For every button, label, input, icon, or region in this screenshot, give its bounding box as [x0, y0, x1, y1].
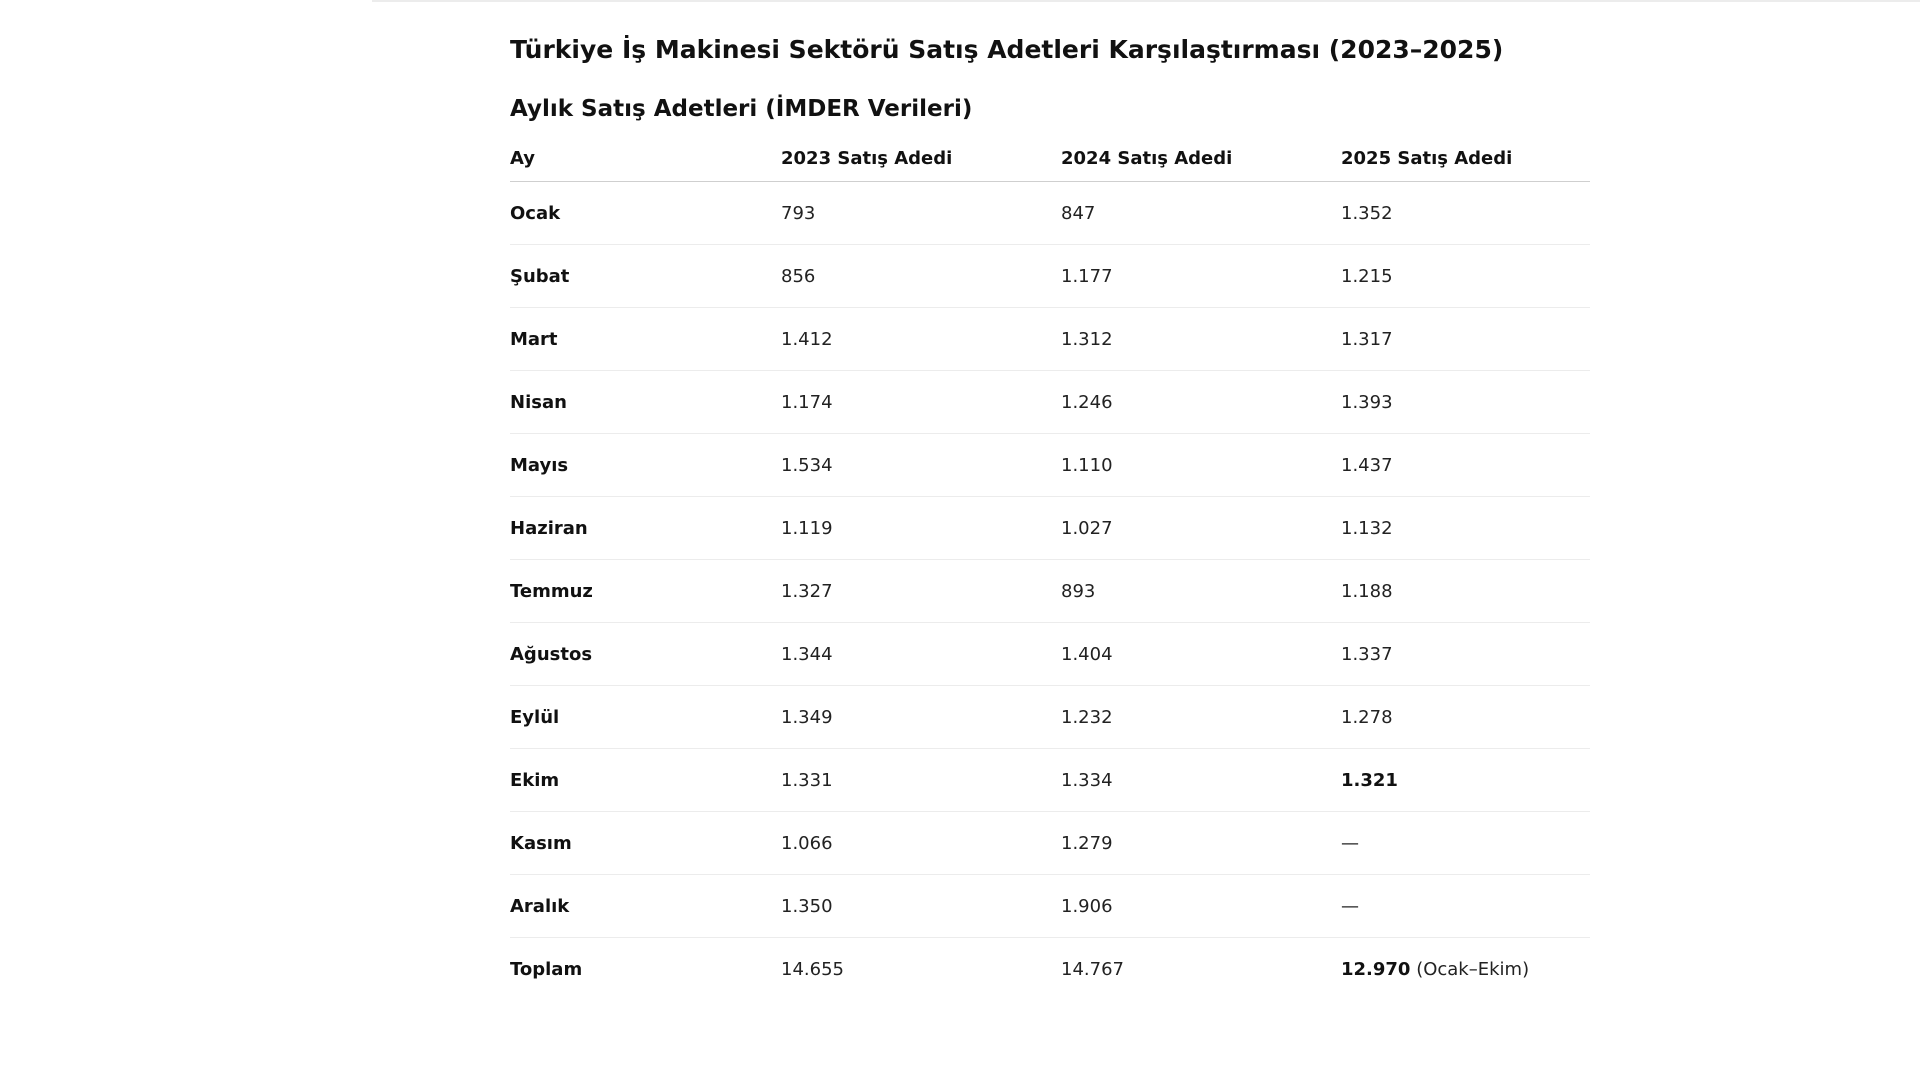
- cell-2025-value: 1.393: [1341, 391, 1393, 413]
- table-body: Ocak 793 847 1.352 Şubat 856 1.177 1.215 Mart 1.4…: [510, 181, 1590, 1001]
- cell-2025-value: 1.278: [1341, 706, 1393, 728]
- table-row: Mayıs 1.534 1.110 1.437: [510, 433, 1590, 497]
- cell-2023: 1.412: [781, 307, 1061, 371]
- cell-2025: 1.188: [1341, 559, 1590, 623]
- cell-2025: 1.337: [1341, 622, 1590, 686]
- cell-2024: 1.334: [1061, 748, 1341, 812]
- header-2024: 2024 Satış Adedi: [1061, 135, 1341, 182]
- cell-month: Mart: [510, 307, 781, 371]
- cell-2023: 14.655: [781, 958, 844, 980]
- cell-2023: 1.066: [781, 811, 1061, 875]
- cell-month: Aralık: [510, 874, 781, 938]
- cell-2023: 1.174: [781, 370, 1061, 434]
- cell-2024: 1.177: [1061, 244, 1341, 308]
- document-title: Türkiye İş Makinesi Sektörü Satış Adetle…: [510, 35, 1504, 64]
- cell-2025-value: 1.188: [1341, 580, 1393, 602]
- cell-2024: 1.027: [1061, 496, 1341, 560]
- cell-month: Ağustos: [510, 622, 781, 686]
- cell-2025: 1.215: [1341, 244, 1590, 308]
- cell-2023: 1.327: [781, 559, 1061, 623]
- cell-2023: 793: [781, 181, 1061, 245]
- sales-table: Ay 2023 Satış Adedi 2024 Satış Adedi 202…: [510, 135, 1590, 1000]
- cell-2024: 893: [1061, 559, 1341, 623]
- header-2025: 2025 Satış Adedi: [1341, 135, 1590, 182]
- section-title: Aylık Satış Adetleri (İMDER Verileri): [510, 96, 973, 122]
- cell-2025: 12.970 (Ocak–Ekim): [1341, 938, 1590, 1001]
- cell-2024: 1.246: [1061, 370, 1341, 434]
- cell-month: Ekim: [510, 748, 781, 812]
- cell-2023: 1.350: [781, 874, 1061, 938]
- table-row: Temmuz 1.327 893 1.188: [510, 559, 1590, 623]
- header-month: Ay: [510, 135, 781, 182]
- table-row: Eylül 1.349 1.232 1.278: [510, 685, 1590, 749]
- table-row: Ekim 1.331 1.334 1.321: [510, 748, 1590, 812]
- table-row: Mart 1.412 1.312 1.317: [510, 307, 1590, 371]
- cell-2024: 1.906: [1061, 874, 1341, 938]
- cell-2023: 1.534: [781, 433, 1061, 497]
- cell-month: Haziran: [510, 496, 781, 560]
- cell-month: Ocak: [510, 181, 781, 245]
- table-row: Nisan 1.174 1.246 1.393: [510, 370, 1590, 434]
- cell-2025: 1.132: [1341, 496, 1590, 560]
- cell-2025-value: 1.215: [1341, 265, 1393, 287]
- table-row: Toplam 14.655 14.767 12.970 (Ocak–Ekim): [510, 938, 1590, 1001]
- cell-month: Toplam: [510, 958, 583, 980]
- cell-month: Temmuz: [510, 559, 781, 623]
- cell-2023: 1.119: [781, 496, 1061, 560]
- cell-2024: 1.404: [1061, 622, 1341, 686]
- cell-2025: 1.393: [1341, 370, 1590, 434]
- cell-month: Kasım: [510, 811, 781, 875]
- header-2023: 2023 Satış Adedi: [781, 135, 1061, 182]
- cell-2025-note: (Ocak–Ekim): [1410, 958, 1530, 980]
- cell-2025-value: 1.337: [1341, 643, 1393, 665]
- cell-2025-value: 1.321: [1341, 769, 1398, 791]
- table-header-row: Ay 2023 Satış Adedi 2024 Satış Adedi 202…: [510, 135, 1590, 182]
- cell-2025-value: 12.970: [1341, 958, 1411, 980]
- cell-2023: 1.331: [781, 748, 1061, 812]
- cell-month: Mayıs: [510, 433, 781, 497]
- table-row: Ağustos 1.344 1.404 1.337: [510, 622, 1590, 686]
- cell-2023: 856: [781, 244, 1061, 308]
- cell-2025: 1.352: [1341, 181, 1590, 245]
- cell-2025: 1.317: [1341, 307, 1590, 371]
- cell-2025: 1.437: [1341, 433, 1590, 497]
- cell-2024: 1.232: [1061, 685, 1341, 749]
- document-content: Türkiye İş Makinesi Sektörü Satış Adetle…: [510, 30, 1590, 1000]
- cell-2025-value: 1.352: [1341, 202, 1393, 224]
- cell-2025-value: 1.132: [1341, 517, 1393, 539]
- table-row: Kasım 1.066 1.279—: [510, 811, 1590, 875]
- cell-2024: 1.312: [1061, 307, 1341, 371]
- cell-2025-value: 1.317: [1341, 328, 1393, 350]
- cell-2024: 14.767: [1061, 958, 1124, 980]
- table-row: Şubat 856 1.177 1.215: [510, 244, 1590, 308]
- cell-month: Nisan: [510, 370, 781, 434]
- cell-2025-value: —: [1341, 832, 1359, 854]
- table-row: Ocak 793 847 1.352: [510, 181, 1590, 245]
- table-row: Haziran 1.119 1.027 1.132: [510, 496, 1590, 560]
- cell-month: Eylül: [510, 685, 781, 749]
- cell-2025: 1.321: [1341, 748, 1590, 812]
- cell-month: Şubat: [510, 244, 781, 308]
- cell-2023: 1.349: [781, 685, 1061, 749]
- cell-2025: —: [1341, 874, 1590, 938]
- table-row: Aralık 1.350 1.906—: [510, 874, 1590, 938]
- cell-2025-value: —: [1341, 895, 1359, 917]
- cell-2024: 1.110: [1061, 433, 1341, 497]
- cell-2024: 847: [1061, 181, 1341, 245]
- cell-2024: 1.279: [1061, 811, 1341, 875]
- cell-2025-value: 1.437: [1341, 454, 1393, 476]
- cell-2025: 1.278: [1341, 685, 1590, 749]
- cell-2023: 1.344: [781, 622, 1061, 686]
- top-divider: [372, 0, 1920, 2]
- cell-2025: —: [1341, 811, 1590, 875]
